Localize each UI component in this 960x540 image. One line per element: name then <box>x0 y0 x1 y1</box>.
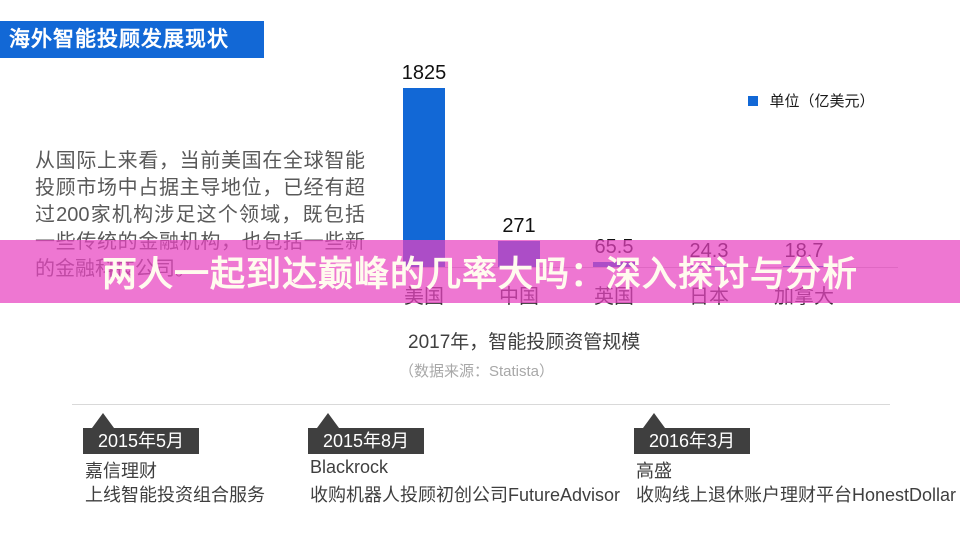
legend-swatch-icon <box>748 95 758 106</box>
overlay-banner-text: 两人一起到达巅峰的几率大吗：深入探讨与分析 <box>101 255 858 294</box>
section-title-banner: 海外智能投顾发展现状 <box>0 21 264 58</box>
timeline-marker-icon <box>317 413 339 428</box>
value-label-美国: 1825 <box>401 62 447 84</box>
timeline-company: 高盛 <box>636 461 672 481</box>
timeline-date-badge: 2015年8月 <box>308 428 425 454</box>
chart-title: 2017年，智能投顾资管规模 <box>408 332 641 353</box>
timeline-company: Blackrock <box>310 457 389 477</box>
chart-source: （数据来源：Statista） <box>399 363 555 380</box>
timeline-date-badge: 2016年3月 <box>634 428 751 454</box>
timeline-marker-icon <box>92 413 114 428</box>
overlay-banner: 两人一起到达巅峰的几率大吗：深入探讨与分析 <box>0 240 960 303</box>
timeline-description: 上线智能投资组合服务 <box>85 485 265 505</box>
timeline-description: 收购线上退休账户理财平台HonestDollar <box>636 485 957 505</box>
section-title: 海外智能投顾发展现状 <box>9 28 229 51</box>
timeline-description: 收购机器人投顾初创公司FutureAdvisor <box>310 485 621 505</box>
value-label-中国: 271 <box>502 215 536 238</box>
timeline-date-badge: 2015年5月 <box>83 428 200 454</box>
timeline-company: 嘉信理财 <box>85 461 157 481</box>
timeline-divider <box>72 404 890 405</box>
chart-legend: 单位（亿美元） <box>748 90 874 110</box>
bar-美国 <box>403 88 445 268</box>
bar-chart: 单位（亿美元） 182527165.524.318.7 美国中国英国日本加拿大 … <box>395 62 898 380</box>
legend-label: 单位（亿美元） <box>769 93 875 110</box>
timeline-marker-icon <box>643 413 665 428</box>
